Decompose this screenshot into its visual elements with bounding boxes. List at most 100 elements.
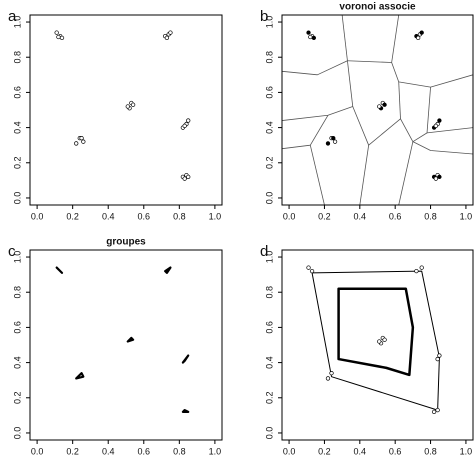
plot-frame [281, 249, 474, 441]
point [311, 35, 316, 41]
y-tick-label: 0.8 [264, 286, 274, 299]
polygon [337, 287, 415, 377]
plot-frame [281, 14, 474, 206]
point [54, 30, 59, 35]
panel: 0.0 0.2 0.4 0.6 0.8 1.00.00.20.40.60.81.0d [260, 243, 474, 456]
x-tick-label: 0.4 [354, 446, 367, 456]
voronoi-edge [398, 81, 401, 119]
point [377, 104, 382, 109]
point [416, 35, 421, 41]
x-tick-label: 0.6 [389, 211, 402, 221]
voronoi-edge [309, 145, 325, 205]
plot-area [282, 15, 473, 205]
point [308, 34, 313, 40]
y-tick-label: 0.8 [12, 51, 22, 64]
y-tick-label: 0.4 [264, 121, 274, 134]
point [414, 268, 419, 274]
panel-label: a [8, 8, 17, 25]
x-tick-label: 0.2 [66, 446, 79, 456]
point [431, 409, 437, 415]
point [81, 139, 86, 144]
point [59, 35, 65, 41]
x-tick-label: 0.4 [102, 211, 115, 221]
point [437, 174, 442, 180]
x-tick-label: 1.0 [460, 211, 473, 221]
panel: 0.0 0.2 0.4 0.6 0.8 1.0 0.0 0.2 0.4 0.6 0.8 1.0 grou… [8, 237, 223, 456]
x-tick-label: 1.0 [209, 211, 222, 221]
chart-title: voronoi associe [339, 2, 416, 13]
y-tick-label: 1.0 [264, 251, 274, 264]
plot-area [54, 30, 191, 181]
voronoi-edge [282, 60, 354, 121]
y-tick-label: 0.0 [264, 427, 274, 440]
x-tick-label: 0.0 [31, 446, 44, 456]
point [168, 30, 173, 35]
y-tick-label: 1.0 [12, 251, 22, 264]
plot-frame [29, 249, 223, 441]
voronoi-edge [282, 60, 348, 76]
voronoi-edge [398, 141, 414, 205]
point [325, 141, 331, 146]
point [79, 135, 84, 141]
y-tick-label: 0.4 [12, 121, 22, 134]
point [419, 30, 424, 35]
y-tick-label: 0.6 [264, 321, 274, 334]
point [435, 407, 440, 413]
polygon [126, 336, 135, 343]
point [186, 118, 191, 123]
y-tick-label: 1.0 [264, 16, 274, 29]
point [329, 370, 334, 376]
point [325, 376, 331, 381]
x-tick-label: 0.2 [66, 211, 79, 221]
polygon [311, 270, 440, 411]
polygon [55, 266, 64, 274]
point [382, 102, 387, 107]
point [306, 265, 311, 270]
x-tick-label: 0.6 [138, 211, 151, 221]
voronoi-edge [282, 115, 329, 150]
point [74, 141, 79, 146]
voronoi-edge [426, 127, 473, 134]
panel-label: c [8, 243, 16, 260]
x-tick-label: 0.0 [31, 211, 44, 221]
voronoi-edge [412, 141, 473, 155]
point [437, 118, 442, 123]
voronoi-edge [359, 145, 370, 205]
point [433, 176, 439, 181]
point [125, 104, 130, 109]
y-tick-label: 0.2 [12, 392, 22, 405]
point [419, 265, 424, 270]
voronoi-edge [412, 87, 431, 143]
point [182, 123, 187, 128]
y-tick-label: 0.4 [12, 356, 22, 369]
x-tick-label: 0.4 [102, 446, 115, 456]
x-tick-label: 0.8 [424, 446, 437, 456]
x-tick-label: 0.8 [173, 211, 186, 221]
point [182, 176, 187, 181]
x-tick-label: 0.4 [354, 211, 367, 221]
polygon [75, 372, 85, 380]
point [435, 356, 440, 362]
x-tick-label: 0.0 [283, 446, 296, 456]
y-tick-label: 0.6 [264, 86, 274, 99]
point [433, 123, 439, 128]
y-tick-label: 0.2 [264, 157, 274, 170]
point [377, 339, 382, 344]
point [164, 35, 170, 41]
voronoi-edge [391, 62, 473, 88]
y-tick-label: 0.8 [264, 51, 274, 64]
point [331, 135, 336, 141]
y-tick-label: 0.4 [264, 356, 274, 369]
point [130, 102, 136, 107]
voronoi-edge [352, 106, 414, 146]
y-tick-label: 0.2 [12, 157, 22, 170]
point [186, 174, 191, 180]
plot-frame [29, 14, 223, 206]
y-tick-label: 0.2 [264, 392, 274, 405]
plot-area [306, 265, 442, 415]
x-tick-label: 0.2 [318, 446, 331, 456]
y-tick-label: 0.0 [12, 427, 22, 440]
panel-label: b [260, 8, 268, 25]
polygon [181, 408, 190, 413]
